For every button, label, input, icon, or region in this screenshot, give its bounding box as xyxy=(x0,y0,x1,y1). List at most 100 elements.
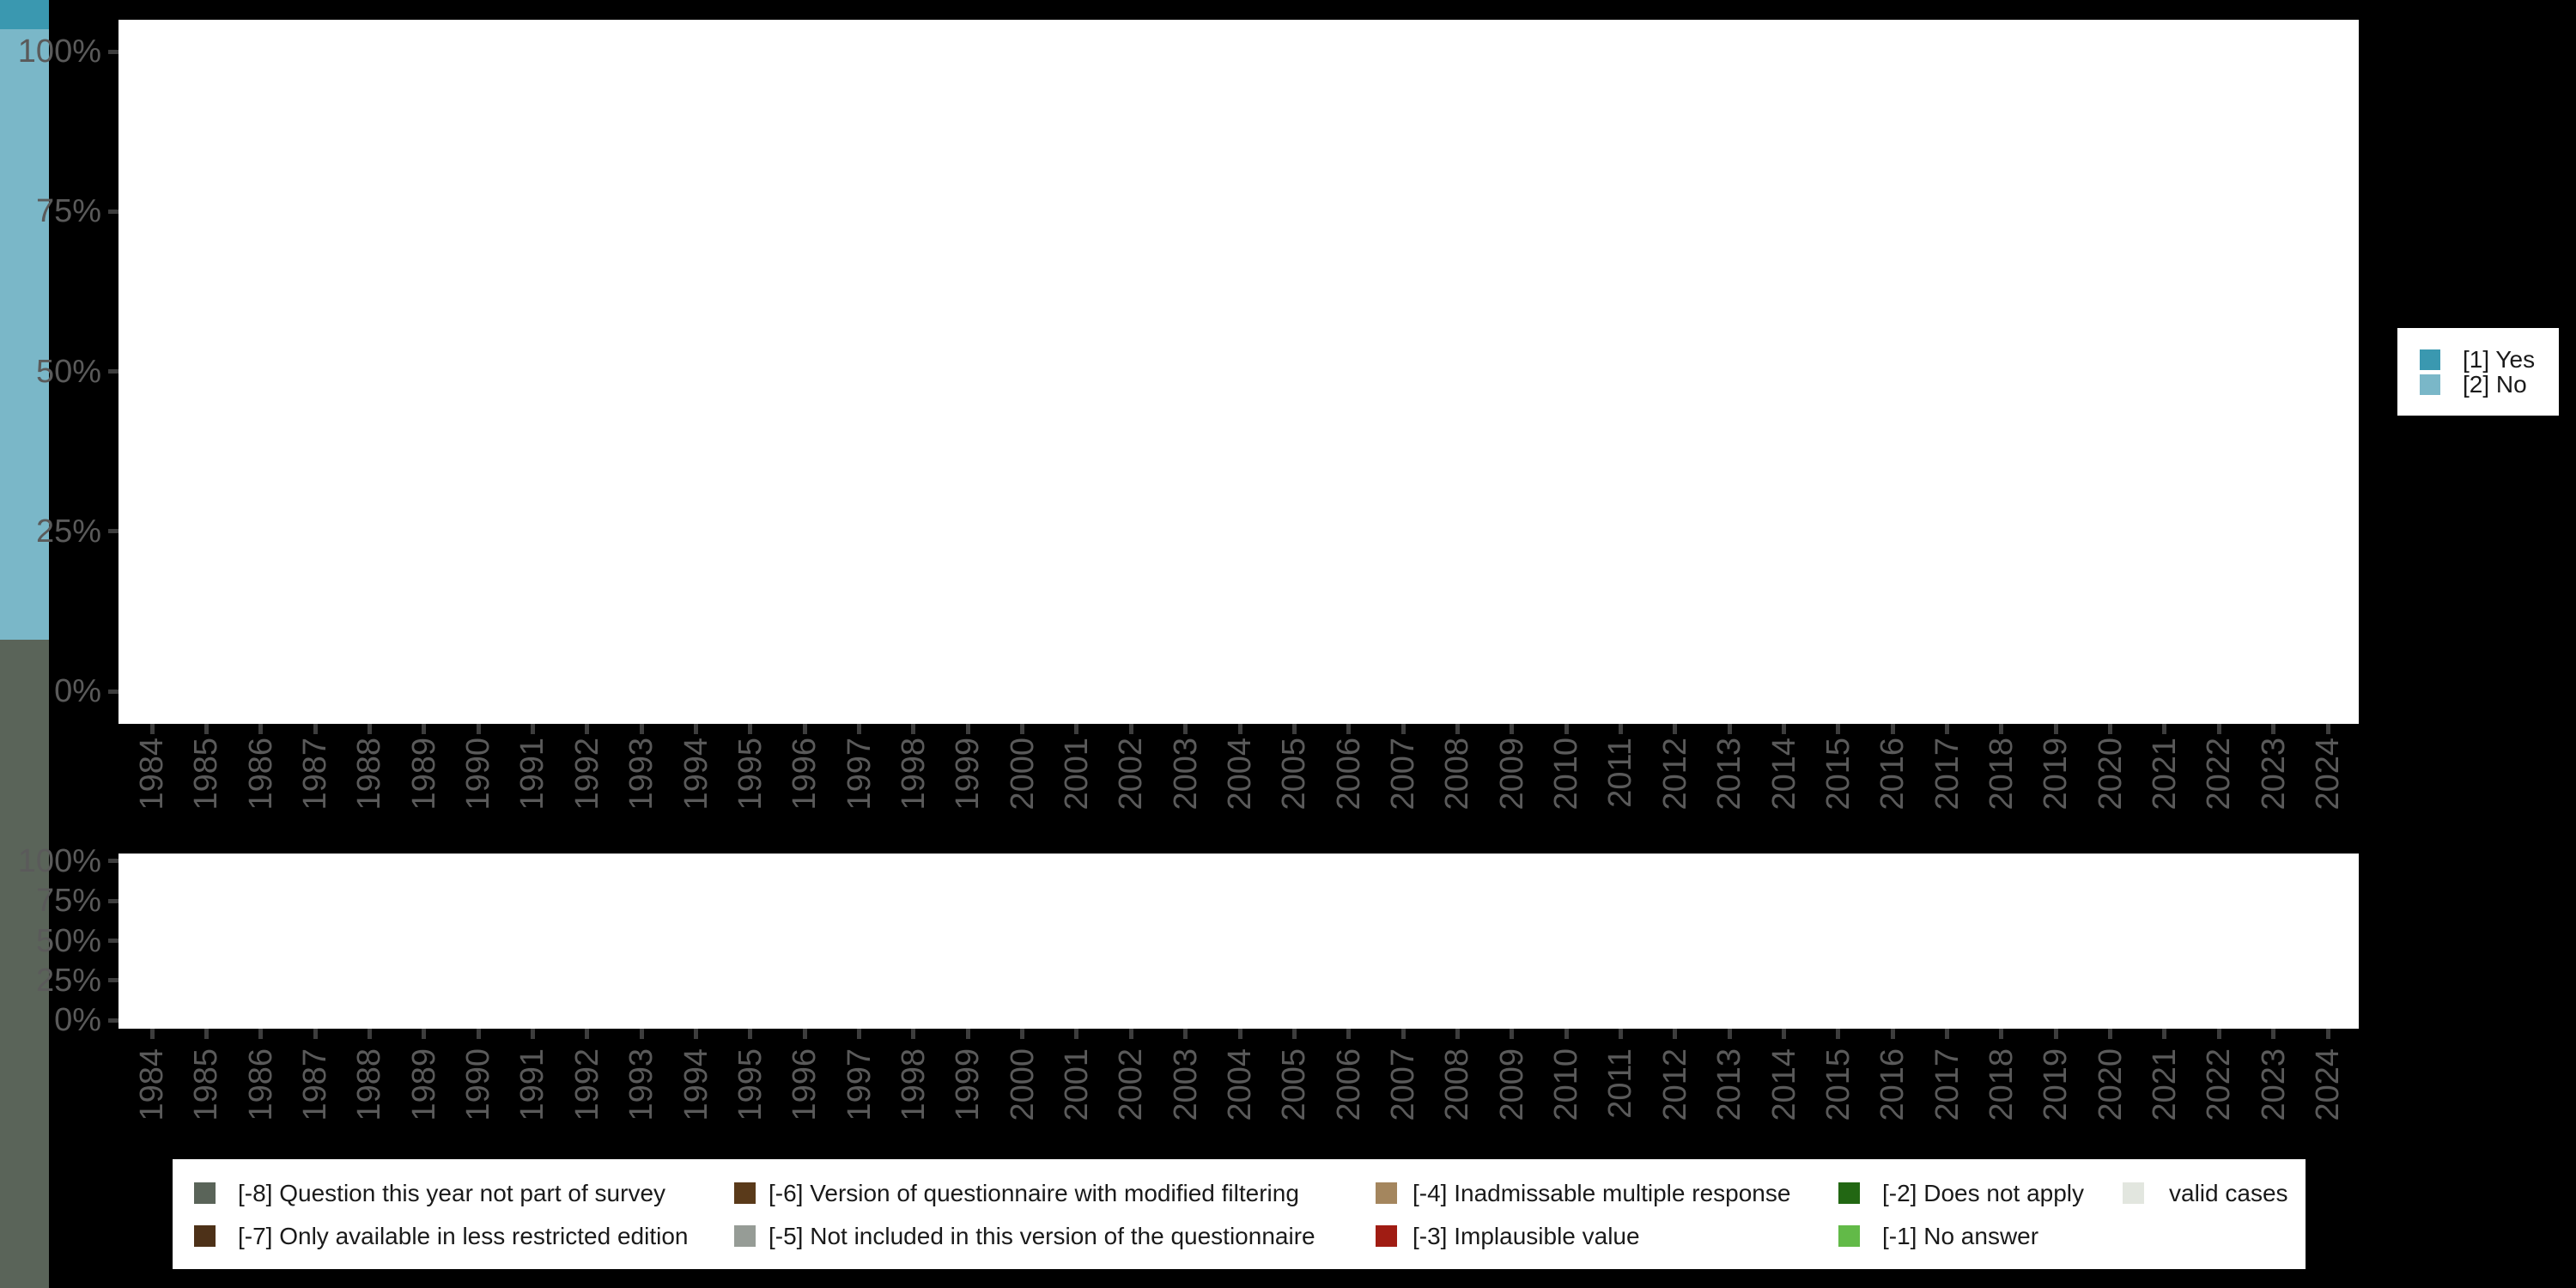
x-axis-year-label: 2010 xyxy=(1548,738,1585,811)
x-axis-year-label: 1988 xyxy=(351,1048,388,1121)
legend-swatch xyxy=(194,1182,216,1204)
x-axis-year-label: 1998 xyxy=(895,1048,932,1121)
x-axis-year-label: 1997 xyxy=(841,1048,878,1121)
legend-label: [-1] No answer xyxy=(1882,1223,2039,1249)
legend-swatch xyxy=(1376,1225,1397,1247)
legend-label: [-4] Inadmissable multiple response xyxy=(1413,1180,1791,1206)
x-axis-tick xyxy=(1400,724,1406,734)
x-axis-tick xyxy=(313,724,318,734)
x-axis-year-label: 1993 xyxy=(623,738,660,811)
x-axis-tick xyxy=(1074,1029,1079,1039)
x-axis-year-label: 1992 xyxy=(568,1048,605,1121)
x-axis-year-label: 1999 xyxy=(950,1048,987,1121)
x-axis-tick xyxy=(1291,1029,1297,1039)
x-axis-tick xyxy=(585,1029,590,1039)
x-axis-year-label: 1995 xyxy=(732,1048,769,1121)
y-axis-label: 75% xyxy=(35,193,101,230)
legend-bottom-box xyxy=(173,1159,2306,1269)
x-axis-tick xyxy=(1020,1029,1025,1039)
y-axis-label: 100% xyxy=(17,842,101,879)
y-axis-label: 100% xyxy=(17,33,101,70)
legend-swatch xyxy=(2420,349,2440,370)
x-axis-year-label: 2004 xyxy=(1222,1048,1258,1121)
x-axis-year-label: 2005 xyxy=(1276,738,1313,811)
x-axis-tick xyxy=(585,724,590,734)
x-axis-year-label: 2002 xyxy=(1113,1048,1150,1121)
x-axis-tick xyxy=(1999,724,2004,734)
x-axis-tick xyxy=(1183,724,1188,734)
x-axis-year-label: 2016 xyxy=(1874,738,1911,811)
bar-segment xyxy=(0,1277,49,1288)
x-axis-tick xyxy=(476,1029,481,1039)
x-axis-tick xyxy=(748,1029,753,1039)
x-axis-year-label: 2009 xyxy=(1493,1048,1530,1121)
x-axis-year-label: 1996 xyxy=(787,738,823,811)
x-axis-year-label: 2013 xyxy=(1711,1048,1748,1121)
x-axis-tick xyxy=(1945,1029,1950,1039)
y-axis-label: 0% xyxy=(54,1002,101,1039)
x-axis-tick xyxy=(1673,724,1678,734)
legend-swatch xyxy=(734,1225,756,1247)
x-axis-year-label: 2006 xyxy=(1330,738,1367,811)
legend-swatch xyxy=(194,1225,216,1247)
x-axis-tick xyxy=(204,1029,209,1039)
x-axis-tick xyxy=(1564,1029,1569,1039)
legend-label: [-8] Question this year not part of surv… xyxy=(238,1180,666,1206)
x-axis-tick xyxy=(1618,724,1623,734)
x-axis-tick xyxy=(965,724,970,734)
x-axis-tick xyxy=(313,1029,318,1039)
x-axis-tick xyxy=(965,1029,970,1039)
legend-swatch xyxy=(734,1182,756,1204)
x-axis-tick xyxy=(1346,1029,1352,1039)
legend-right-box xyxy=(2397,328,2559,416)
x-axis-tick xyxy=(911,724,916,734)
y-axis-tick xyxy=(108,369,118,374)
y-axis-label: 0% xyxy=(54,673,101,709)
x-axis-year-label: 2012 xyxy=(1656,1048,1693,1121)
x-axis-tick xyxy=(857,1029,862,1039)
x-axis-tick xyxy=(1618,1029,1623,1039)
y-axis-tick xyxy=(108,859,118,864)
x-axis-year-label: 2020 xyxy=(2092,738,2129,811)
x-axis-year-label: 2018 xyxy=(1983,738,2020,811)
x-axis-tick xyxy=(1020,724,1025,734)
legend-label: [-6] Version of questionnaire with modif… xyxy=(769,1180,1299,1206)
x-axis-year-label: 1990 xyxy=(460,738,497,811)
y-axis-label: 50% xyxy=(35,922,101,959)
x-axis-tick xyxy=(204,724,209,734)
legend-label: [1] Yes xyxy=(2463,346,2536,373)
x-axis-year-label: 2003 xyxy=(1167,738,1204,811)
x-axis-tick xyxy=(1346,724,1352,734)
x-axis-tick xyxy=(1890,724,1895,734)
x-axis-tick xyxy=(1183,1029,1188,1039)
y-axis-label: 25% xyxy=(35,962,101,999)
y-axis-tick xyxy=(108,939,118,943)
x-axis-tick xyxy=(911,1029,916,1039)
x-axis-year-label: 2007 xyxy=(1385,738,1422,811)
x-axis-tick xyxy=(149,724,155,734)
x-axis-year-label: 1987 xyxy=(297,738,334,811)
x-axis-tick xyxy=(2108,724,2113,734)
x-axis-tick xyxy=(2162,724,2167,734)
bar-segment xyxy=(0,639,49,799)
x-axis-year-label: 2015 xyxy=(1820,738,1856,811)
x-axis-tick xyxy=(2325,1029,2330,1039)
x-axis-year-label: 2002 xyxy=(1113,738,1150,811)
x-axis-tick xyxy=(258,724,264,734)
x-axis-tick xyxy=(149,1029,155,1039)
x-axis-year-label: 1992 xyxy=(568,738,605,811)
x-axis-tick xyxy=(857,724,862,734)
x-axis-year-label: 2001 xyxy=(1058,1048,1095,1121)
x-axis-year-label: 2021 xyxy=(2146,738,2183,811)
y-axis-tick xyxy=(108,49,118,54)
x-axis-year-label: 2011 xyxy=(1602,738,1639,808)
x-axis-year-label: 2009 xyxy=(1493,738,1530,811)
x-axis-tick xyxy=(422,1029,427,1039)
x-axis-year-label: 2006 xyxy=(1330,1048,1367,1121)
x-axis-year-label: 1986 xyxy=(242,738,279,811)
x-axis-tick xyxy=(1890,1029,1895,1039)
x-axis-year-label: 2010 xyxy=(1548,1048,1585,1121)
x-axis-year-label: 2012 xyxy=(1656,738,1693,811)
x-axis-tick xyxy=(639,1029,644,1039)
x-axis-year-label: 2017 xyxy=(1929,738,1965,811)
